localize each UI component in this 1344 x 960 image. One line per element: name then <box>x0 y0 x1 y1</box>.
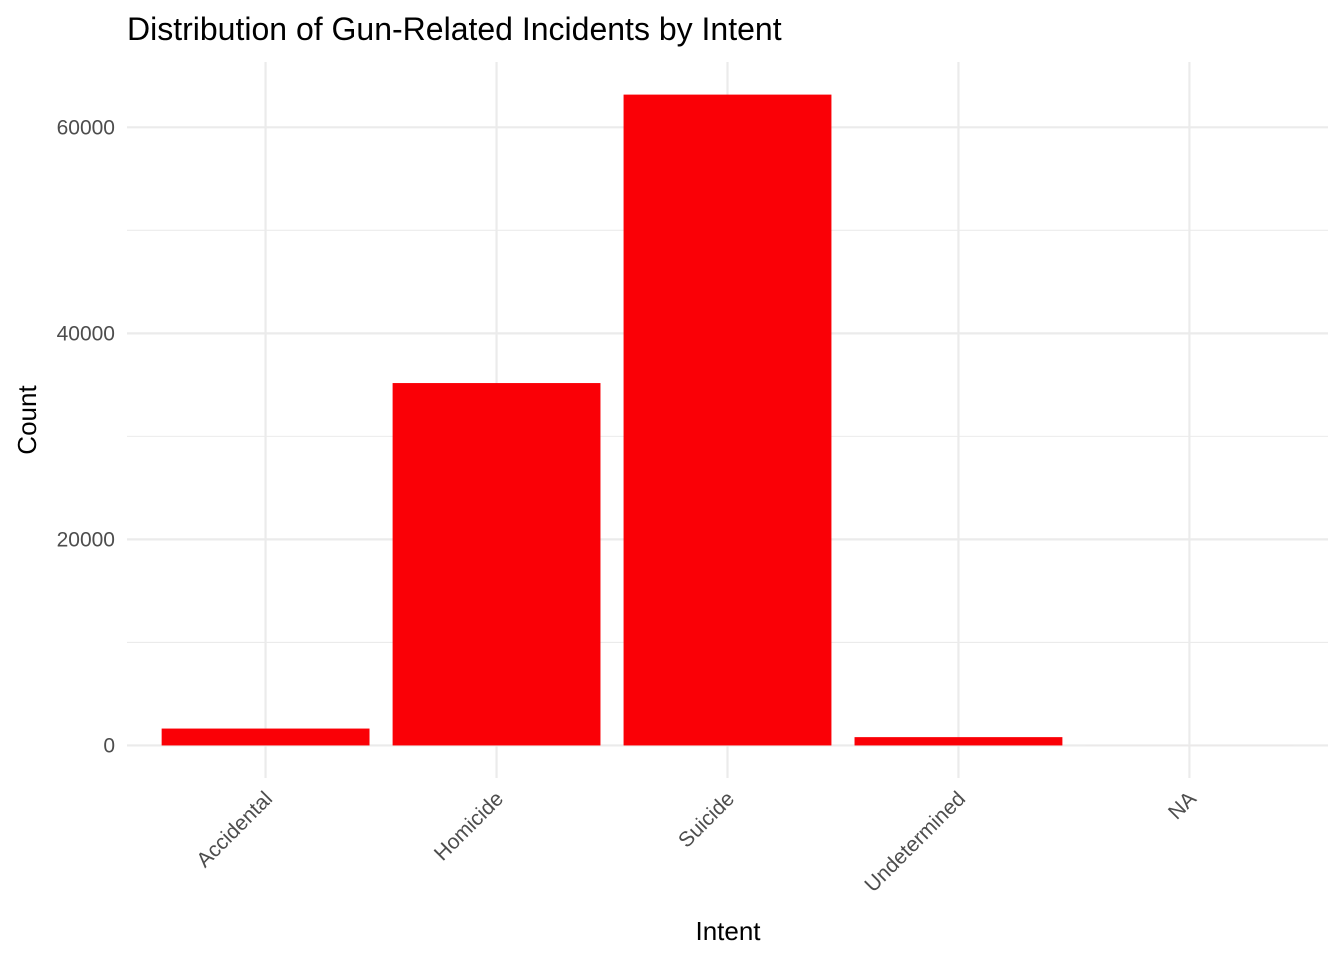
bar-homicide <box>392 383 601 746</box>
x-axis-tick-labels: Accidental Homicide Suicide Undetermined NA <box>192 787 1201 897</box>
bars-layer <box>161 94 1294 746</box>
x-tick-label: Accidental <box>192 787 277 872</box>
y-axis-title: Count <box>12 385 42 455</box>
y-tick-label: 40000 <box>57 322 115 345</box>
x-tick-label: Homicide <box>430 787 508 865</box>
chart-title: Distribution of Gun-Related Incidents by… <box>127 11 782 47</box>
bar-accidental <box>161 728 370 746</box>
y-tick-label: 60000 <box>57 116 115 139</box>
x-tick-label: Undetermined <box>860 787 970 897</box>
x-tick-label: Suicide <box>674 787 739 852</box>
bar-suicide <box>623 94 832 746</box>
y-tick-label: 20000 <box>57 528 115 551</box>
bar-undetermined <box>854 737 1063 746</box>
y-tick-label: 0 <box>103 734 115 757</box>
x-axis-title: Intent <box>695 916 761 946</box>
y-axis-tick-labels: 0 20000 40000 60000 <box>57 116 115 757</box>
x-tick-label: NA <box>1164 787 1201 824</box>
